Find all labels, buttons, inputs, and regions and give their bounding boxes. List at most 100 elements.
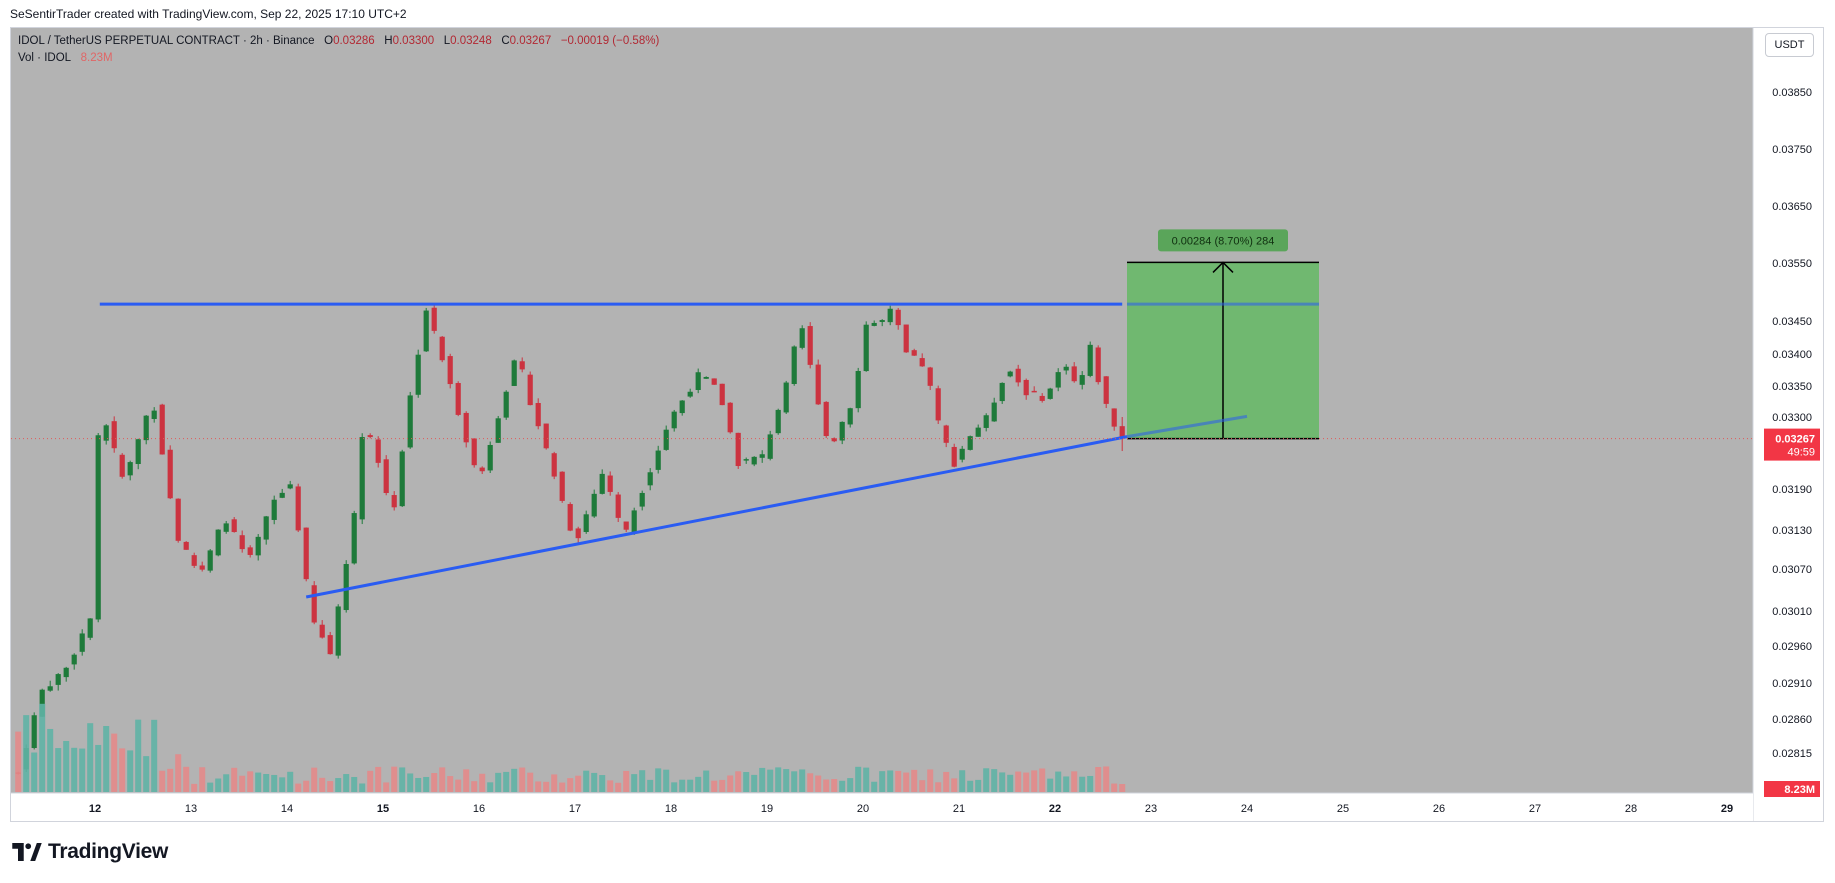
time-tick-label: 13 <box>185 803 197 815</box>
tradingview-logo-icon <box>12 843 42 861</box>
volume-bar <box>15 731 22 792</box>
candle-body <box>1071 366 1077 382</box>
volume-bar <box>911 769 918 792</box>
volume-bar <box>447 776 454 792</box>
candle-body <box>375 439 381 463</box>
candle-body <box>1047 388 1053 399</box>
candle-body <box>159 404 165 455</box>
volume-label[interactable]: Vol · IDOL <box>18 52 72 64</box>
measure-label: 0.00284 (8.70%) 284 <box>1172 235 1275 247</box>
price-tick-label: 0.03190 <box>1772 484 1812 496</box>
volume-bar <box>263 774 270 792</box>
volume-bar <box>487 782 494 792</box>
volume-bar <box>23 715 30 792</box>
time-tick-label: 16 <box>473 803 485 815</box>
candle-body <box>191 555 197 566</box>
volume-bar <box>1039 768 1046 792</box>
candle-body <box>175 498 181 541</box>
candle-body <box>863 324 869 372</box>
candle-body <box>183 541 189 550</box>
last-price-tag <box>1764 428 1820 461</box>
candle-body <box>359 437 365 520</box>
candle-body <box>663 429 669 450</box>
volume-bar <box>927 769 934 792</box>
time-axis[interactable] <box>11 793 1753 821</box>
volume-bar <box>367 770 374 792</box>
candle-body <box>1023 379 1029 396</box>
volume-legend: Vol · IDOL 8.23M <box>18 52 113 64</box>
candle-body <box>287 484 293 489</box>
candle-body <box>799 328 805 348</box>
candle-body <box>455 383 461 415</box>
volume-bar <box>279 777 286 792</box>
candle-body <box>623 521 629 530</box>
candle-body <box>135 439 141 465</box>
tradingview-brand[interactable]: TradingView <box>12 840 168 864</box>
price-tick-label: 0.03350 <box>1772 381 1812 393</box>
volume-bar <box>111 733 118 792</box>
high-key: H <box>384 35 393 47</box>
measure-label-bg <box>1158 229 1288 252</box>
volume-bar <box>127 750 134 792</box>
volume-bar <box>231 767 238 792</box>
candle-body <box>1103 376 1109 404</box>
volume-bar <box>247 771 254 792</box>
volume-bar <box>695 776 702 792</box>
volume-bar <box>807 773 814 792</box>
candle-body <box>207 550 213 571</box>
candle-body <box>791 346 797 385</box>
price-tick-label: 0.02860 <box>1772 714 1812 726</box>
volume-bar <box>271 774 278 792</box>
candle-body <box>631 510 637 533</box>
candle-body <box>223 523 229 532</box>
volume-bar <box>1079 776 1086 792</box>
volume-bar <box>759 767 766 792</box>
volume-bar <box>951 778 958 792</box>
volume-bar <box>63 740 70 792</box>
candle-body <box>215 529 221 556</box>
candle-body <box>463 412 469 443</box>
currency-button[interactable]: USDT <box>1765 33 1814 57</box>
candle-body <box>919 358 925 367</box>
volume-bar <box>775 767 782 792</box>
volume-bar <box>71 747 78 792</box>
volume-bar <box>95 744 102 792</box>
close-value: 0.03267 <box>509 35 552 47</box>
volume-bar <box>1015 771 1022 792</box>
volume-bar <box>1087 775 1094 792</box>
price-tick-label: 0.03850 <box>1772 87 1812 99</box>
candle-body <box>335 606 341 656</box>
time-tick-label: 28 <box>1625 803 1637 815</box>
volume-bar <box>703 770 710 792</box>
support-trendline[interactable] <box>305 435 1128 599</box>
symbol-title[interactable]: IDOL / TetherUS PERPETUAL CONTRACT · 2h … <box>18 35 315 47</box>
price-axis[interactable] <box>1753 28 1823 821</box>
volume-bar <box>215 778 222 792</box>
candle-body <box>975 427 981 437</box>
price-tick-label: 0.03070 <box>1772 564 1812 576</box>
time-tick-label: 22 <box>1049 803 1061 815</box>
candle-body <box>471 438 477 466</box>
candle-body <box>567 504 573 531</box>
volume-value: 8.23M <box>80 52 113 64</box>
chart-frame[interactable] <box>10 27 1824 822</box>
candle-body <box>351 513 357 564</box>
volume-bar <box>519 767 526 792</box>
time-tick-label: 27 <box>1529 803 1541 815</box>
candle-body <box>87 618 93 638</box>
candle-body <box>1007 371 1013 377</box>
volume-bar <box>631 774 638 792</box>
volume-bar <box>511 768 518 792</box>
volume-bar <box>815 775 822 792</box>
volume-bar <box>551 774 558 792</box>
candle-body <box>151 410 157 419</box>
candle-body <box>63 667 69 678</box>
volume-bar <box>935 782 942 792</box>
time-tick-label: 19 <box>761 803 773 815</box>
candle-body <box>439 336 445 361</box>
price-tick-label: 0.03010 <box>1772 606 1812 618</box>
volume-bar <box>407 773 414 792</box>
volume-bar <box>999 772 1006 792</box>
candle-body <box>1079 375 1085 385</box>
